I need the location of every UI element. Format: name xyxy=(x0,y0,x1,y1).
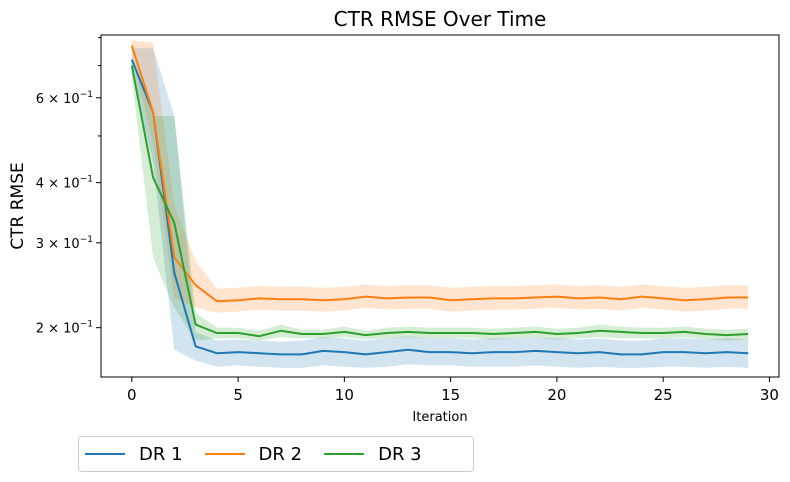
x-tick-label-0: 0 xyxy=(127,386,137,404)
legend: DR 1 DR 2 DR 3 xyxy=(78,436,474,472)
legend-swatch-dr3 xyxy=(324,453,365,455)
legend-item-dr1: DR 1 xyxy=(85,444,183,465)
x-tick-label-10: 10 xyxy=(335,386,354,404)
legend-item-dr3: DR 3 xyxy=(324,444,422,465)
chart-title: CTR RMSE Over Time xyxy=(334,7,547,31)
y-tick-label-3: 3 × 10−1 xyxy=(36,235,93,252)
band-dr2 xyxy=(131,40,749,313)
line-dr2 xyxy=(130,45,749,303)
y-tick-label-4: 4 × 10−1 xyxy=(36,175,93,192)
legend-swatch-dr2 xyxy=(204,453,245,455)
y-tick-label-2: 2 × 10−1 xyxy=(36,320,93,337)
x-tick-label-5: 5 xyxy=(233,386,243,404)
legend-item-dr2: DR 2 xyxy=(204,443,303,465)
x-axis: 0 5 10 15 20 25 30 xyxy=(127,377,779,404)
band-dr1 xyxy=(131,48,749,368)
y-axis: 2 × 10−1 3 × 10−1 4 × 10−1 6 × 10−1 xyxy=(36,37,101,337)
x-tick-label-30: 30 xyxy=(760,386,779,404)
legend-label-dr2: DR 2 xyxy=(258,443,303,465)
y-tick-label-6: 6 × 10−1 xyxy=(36,90,93,107)
legend-label-dr1: DR 1 xyxy=(139,443,183,465)
confidence-bands xyxy=(131,40,749,368)
series-lines xyxy=(130,45,749,356)
legend-label-dr3: DR 3 xyxy=(378,443,422,465)
line-dr1 xyxy=(130,59,749,356)
x-tick-label-20: 20 xyxy=(547,386,566,404)
plot-frame xyxy=(100,34,780,378)
line-dr3 xyxy=(130,65,749,338)
legend-swatch-dr1 xyxy=(85,453,125,455)
chart: 0 5 10 15 20 25 30 2 × 10−1 3 × 10−1 4 × 10−1 6 ×… xyxy=(8,7,780,425)
x-tick-label-25: 25 xyxy=(654,386,673,404)
x-axis-label: Iteration xyxy=(412,410,467,425)
y-axis-label: CTR RMSE xyxy=(8,162,28,249)
x-tick-label-15: 15 xyxy=(441,386,460,404)
